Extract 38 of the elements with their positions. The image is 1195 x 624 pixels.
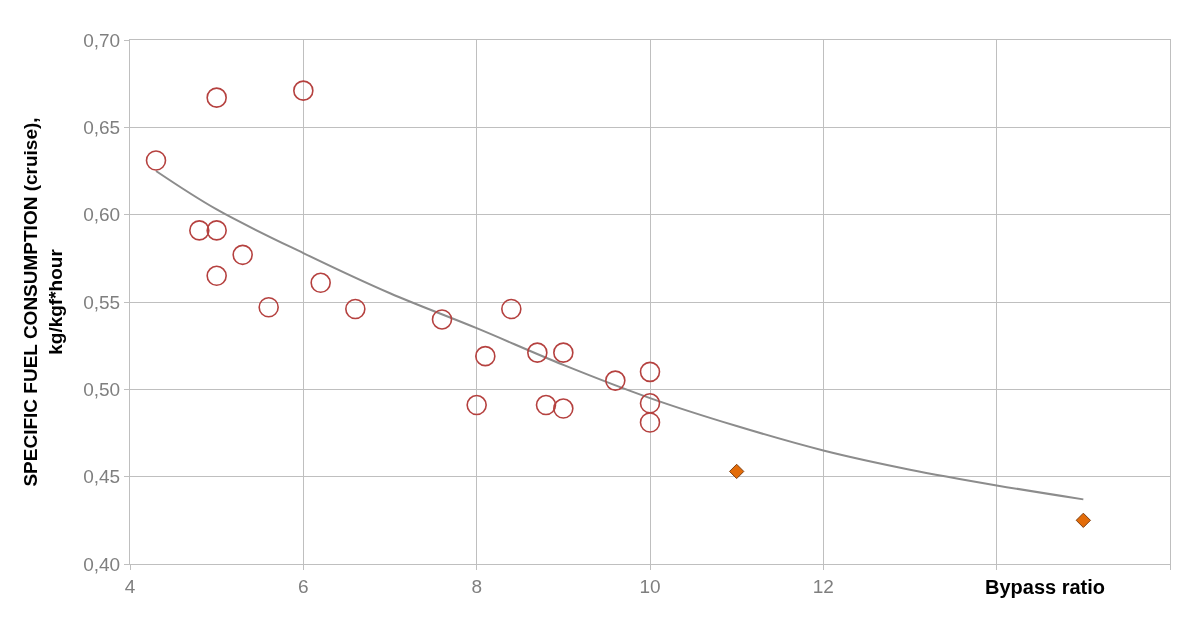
x-tick-label: 4: [124, 575, 136, 597]
point: [206, 220, 227, 241]
point: [232, 244, 253, 266]
y-tick-label: 0,45: [83, 466, 121, 488]
point: [310, 272, 331, 294]
point: [206, 265, 227, 287]
point: [553, 398, 574, 419]
point: [729, 463, 745, 480]
y-tick-label: 0,70: [83, 29, 121, 51]
point: [527, 342, 548, 363]
y-axis-title: SPECIFIC FUEL CONSUMPTION (cruise), kg/kgf*hour: [20, 117, 67, 487]
point: [345, 298, 366, 320]
x-axis-title: Bypass ratio: [985, 576, 1106, 598]
y-tick-label: 0,55: [83, 291, 121, 313]
point: [431, 309, 453, 330]
x-tick-label: 12: [812, 575, 834, 597]
point: [639, 361, 661, 383]
point: [189, 220, 210, 241]
point: [639, 393, 661, 414]
point: [206, 87, 227, 108]
point: [501, 298, 522, 320]
point: [605, 370, 626, 391]
point: [1075, 512, 1091, 528]
point: [293, 80, 314, 101]
point: [553, 342, 574, 363]
y-tick-label: 0,50: [83, 378, 121, 400]
y-tick-label: 0,65: [83, 116, 121, 138]
point: [475, 345, 496, 367]
point: [535, 394, 557, 416]
point: [258, 296, 279, 318]
point: [145, 150, 167, 171]
point: [466, 394, 487, 416]
x-tick-label: 8: [471, 575, 482, 597]
x-tick-label: 10: [639, 575, 661, 597]
x-tick-label: 6: [298, 575, 309, 597]
y-tick-label: 0,60: [83, 204, 121, 226]
y-tick-label: 0,40: [83, 553, 121, 575]
point: [639, 412, 661, 433]
